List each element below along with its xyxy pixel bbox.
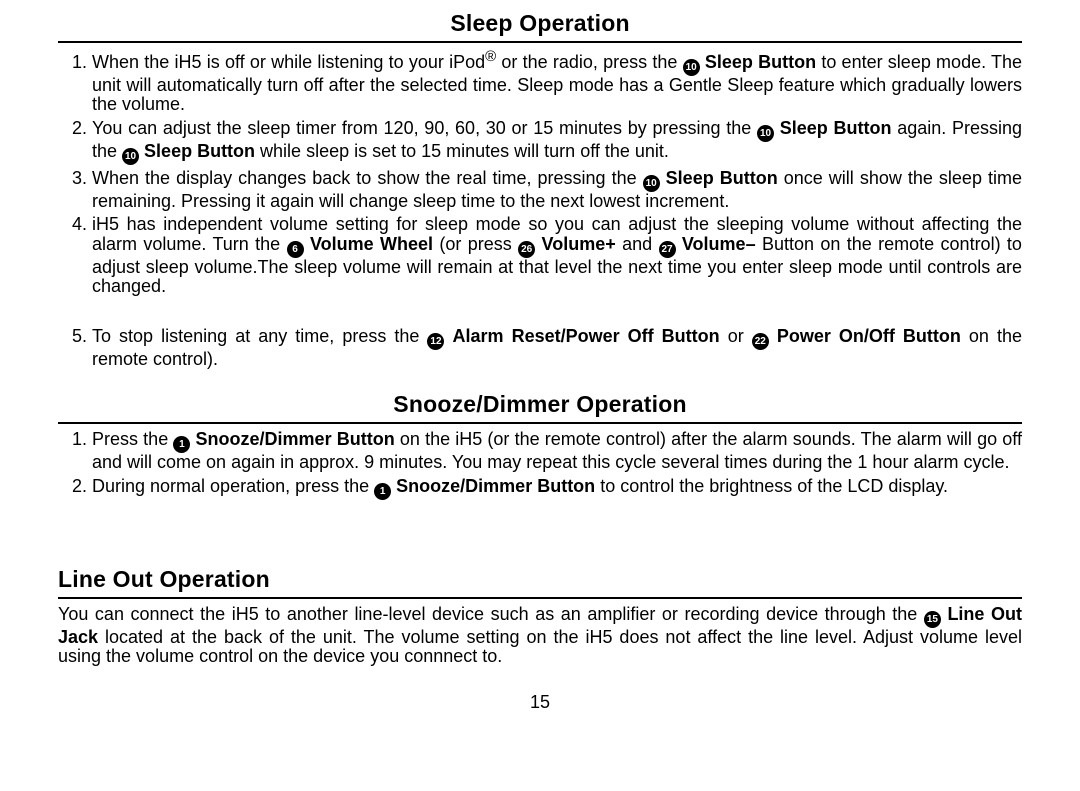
- section-rule: [58, 422, 1022, 424]
- ref-icon: 26: [518, 241, 535, 258]
- ref-icon: 10: [683, 59, 700, 76]
- snooze-operation-list: Press the 1 Snooze/Dimmer Button on the …: [58, 430, 1022, 499]
- ref-icon: 1: [374, 483, 391, 500]
- list-item: You can adjust the sleep timer from 120,…: [92, 119, 1022, 165]
- ref-icon: 6: [287, 241, 304, 258]
- list-item: iH5 has independent volume setting for s…: [92, 215, 1022, 296]
- list-item: When the iH5 is off or while listening t…: [92, 49, 1022, 115]
- ref-icon: 22: [752, 333, 769, 350]
- ref-icon: 15: [924, 611, 941, 628]
- spacer: [58, 522, 1022, 566]
- lineout-body: You can connect the iH5 to another line-…: [58, 605, 1022, 667]
- ref-icon: 10: [643, 175, 660, 192]
- ref-icon: 12: [427, 333, 444, 350]
- list-item: Press the 1 Snooze/Dimmer Button on the …: [92, 430, 1022, 472]
- section-rule: [58, 597, 1022, 599]
- ref-icon: 27: [659, 241, 676, 258]
- section-heading-lineout: Line Out Operation: [58, 566, 1022, 593]
- page-number: 15: [58, 692, 1022, 713]
- section-heading-sleep: Sleep Operation: [58, 10, 1022, 37]
- section-heading-snooze: Snooze/Dimmer Operation: [58, 391, 1022, 418]
- list-item: To stop listening at any time, press the…: [92, 327, 1022, 369]
- ref-icon: 1: [173, 436, 190, 453]
- manual-page: Sleep Operation When the iH5 is off or w…: [0, 0, 1080, 713]
- ref-icon: 10: [122, 148, 139, 165]
- sleep-operation-list: When the iH5 is off or while listening t…: [58, 49, 1022, 369]
- list-item: During normal operation, press the 1 Sno…: [92, 477, 1022, 500]
- section-rule: [58, 41, 1022, 43]
- list-item: When the display changes back to show th…: [92, 169, 1022, 211]
- ref-icon: 10: [757, 125, 774, 142]
